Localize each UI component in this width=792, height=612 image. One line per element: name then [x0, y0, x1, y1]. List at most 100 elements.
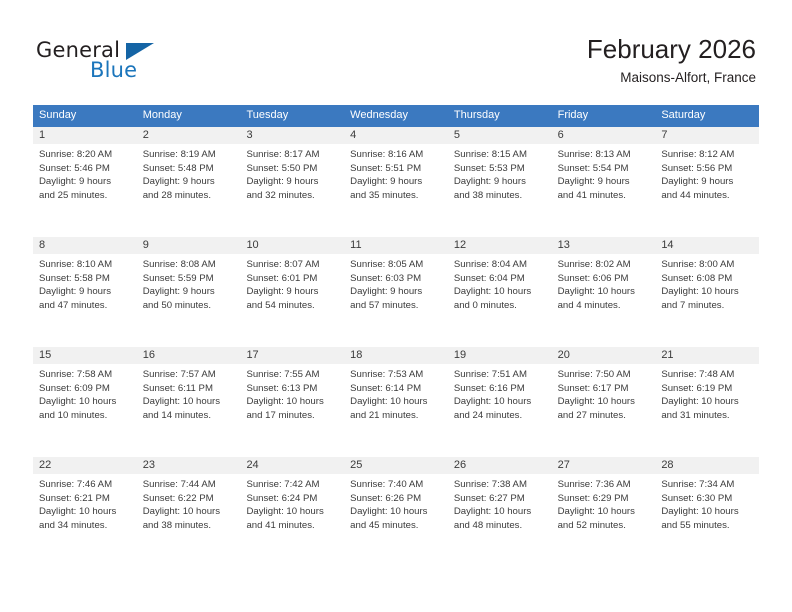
day-cell[interactable]: 10 Sunrise: 8:07 AM Sunset: 6:01 PM Dayligh…	[240, 237, 345, 347]
day-number: 16	[136, 347, 241, 364]
day-cell[interactable]: 17 Sunrise: 7:55 AM Sunset: 6:13 PM Dayligh…	[240, 347, 345, 457]
sunset-text: Sunset: 5:53 PM	[453, 162, 525, 174]
week-row: 8 Sunrise: 8:10 AM Sunset: 5:58 PM Daylight…	[33, 236, 760, 347]
day-cell[interactable]: 4 Sunrise: 8:16 AM Sunset: 5:51 PM Daylight…	[344, 127, 448, 237]
daylight-text-line1: Daylight: 9 hours	[350, 286, 423, 298]
day-cell[interactable]: 25 Sunrise: 7:40 AM Sunset: 6:26 PM Dayligh…	[344, 457, 448, 567]
daylight-text-line2: and 52 minutes.	[557, 519, 626, 531]
day-number: 12	[447, 237, 552, 254]
day-details: Sunrise: 8:02 AM Sunset: 6:06 PM Daylight:…	[552, 254, 656, 312]
day-cell[interactable]: 16 Sunrise: 7:57 AM Sunset: 6:11 PM Dayligh…	[136, 347, 241, 457]
daylight-text-line2: and 38 minutes.	[142, 519, 211, 531]
daylight-text-line2: and 31 minutes.	[661, 409, 730, 421]
day-cell[interactable]: 1 Sunrise: 8:20 AM Sunset: 5:46 PM Daylight…	[33, 127, 137, 237]
sunrise-text: Sunrise: 7:44 AM	[142, 479, 216, 490]
day-cell[interactable]: 19 Sunrise: 7:51 AM Sunset: 6:16 PM Dayligh…	[447, 347, 552, 457]
day-cell[interactable]: 18 Sunrise: 7:53 AM Sunset: 6:14 PM Dayligh…	[344, 347, 448, 457]
sunset-text: Sunset: 6:27 PM	[453, 492, 525, 504]
daylight-text-line2: and 38 minutes.	[453, 189, 523, 201]
daylight-text-line1: Daylight: 10 hours	[557, 506, 635, 518]
sunset-text: Sunset: 5:48 PM	[142, 162, 214, 174]
day-cell[interactable]: 9 Sunrise: 8:08 AM Sunset: 5:59 PM Daylight…	[136, 237, 241, 347]
daylight-text-line1: Daylight: 9 hours	[39, 286, 111, 298]
weekday-header-friday: Friday	[557, 109, 589, 121]
day-number: 22	[33, 457, 137, 474]
sunset-text: Sunset: 6:09 PM	[39, 382, 110, 394]
day-cell[interactable]: 22 Sunrise: 7:46 AM Sunset: 6:21 PM Dayligh…	[33, 457, 137, 567]
brand-name-blue: Blue	[90, 58, 138, 82]
sunrise-text: Sunrise: 8:17 AM	[246, 149, 320, 160]
day-cell[interactable]: 24 Sunrise: 7:42 AM Sunset: 6:24 PM Dayligh…	[240, 457, 345, 567]
day-cell[interactable]: 11 Sunrise: 8:05 AM Sunset: 6:03 PM Dayligh…	[344, 237, 448, 347]
daylight-text-line2: and 17 minutes.	[246, 409, 315, 421]
daylight-text-line1: Daylight: 9 hours	[661, 176, 734, 188]
sunset-text: Sunset: 6:01 PM	[246, 272, 318, 284]
day-cell[interactable]: 21 Sunrise: 7:48 AM Sunset: 6:19 PM Dayligh…	[655, 347, 760, 457]
day-cell[interactable]: 14 Sunrise: 8:00 AM Sunset: 6:08 PM Dayligh…	[655, 237, 760, 347]
day-cell[interactable]: 8 Sunrise: 8:10 AM Sunset: 5:58 PM Daylight…	[33, 237, 137, 347]
day-number: 13	[551, 237, 656, 254]
daylight-text-line2: and 44 minutes.	[661, 189, 730, 201]
sunset-text: Sunset: 5:51 PM	[350, 162, 422, 174]
sunset-text: Sunset: 6:14 PM	[350, 382, 422, 394]
daylight-text-line1: Daylight: 9 hours	[246, 176, 319, 188]
day-cell[interactable]: 15 Sunrise: 7:58 AM Sunset: 6:09 PM Dayligh…	[33, 347, 137, 457]
day-details: Sunrise: 7:44 AM Sunset: 6:22 PM Daylight:…	[137, 474, 241, 532]
day-cell[interactable]: 20 Sunrise: 7:50 AM Sunset: 6:17 PM Dayligh…	[551, 347, 656, 457]
sunrise-text: Sunrise: 7:53 AM	[350, 369, 424, 380]
day-cell[interactable]: 23 Sunrise: 7:44 AM Sunset: 6:22 PM Dayligh…	[136, 457, 241, 567]
day-number: 20	[551, 347, 656, 364]
daylight-text-line1: Daylight: 9 hours	[350, 176, 423, 188]
day-number: 15	[33, 347, 137, 364]
day-cell[interactable]: 28 Sunrise: 7:34 AM Sunset: 6:30 PM Dayligh…	[655, 457, 760, 567]
sunrise-text: Sunrise: 7:48 AM	[661, 369, 735, 380]
daylight-text-line1: Daylight: 10 hours	[39, 396, 117, 408]
day-details: Sunrise: 8:08 AM Sunset: 5:59 PM Daylight:…	[137, 254, 241, 312]
daylight-text-line1: Daylight: 10 hours	[557, 396, 635, 408]
week-row: 22 Sunrise: 7:46 AM Sunset: 6:21 PM Dayligh…	[33, 456, 760, 567]
day-cell[interactable]: 26 Sunrise: 7:38 AM Sunset: 6:27 PM Dayligh…	[447, 457, 552, 567]
daylight-text-line2: and 50 minutes.	[142, 299, 211, 311]
daylight-text-line1: Daylight: 9 hours	[142, 176, 215, 188]
week-row: 15 Sunrise: 7:58 AM Sunset: 6:09 PM Dayligh…	[33, 346, 760, 457]
day-details: Sunrise: 7:50 AM Sunset: 6:17 PM Daylight:…	[552, 364, 656, 422]
day-cell[interactable]: 5 Sunrise: 8:15 AM Sunset: 5:53 PM Daylight…	[447, 127, 552, 237]
sunrise-text: Sunrise: 7:36 AM	[557, 479, 631, 490]
sunrise-text: Sunrise: 8:12 AM	[661, 149, 735, 160]
day-details: Sunrise: 7:40 AM Sunset: 6:26 PM Daylight:…	[344, 474, 448, 532]
sunrise-text: Sunrise: 8:07 AM	[246, 259, 320, 270]
sunset-text: Sunset: 6:17 PM	[557, 382, 629, 394]
week-row: 1 Sunrise: 8:20 AM Sunset: 5:46 PM Daylight…	[33, 126, 760, 237]
daylight-text-line1: Daylight: 10 hours	[142, 396, 221, 408]
daylight-text-line2: and 55 minutes.	[661, 519, 730, 531]
day-details: Sunrise: 8:15 AM Sunset: 5:53 PM Daylight:…	[448, 144, 552, 202]
daylight-text-line1: Daylight: 9 hours	[557, 176, 630, 188]
sunset-text: Sunset: 5:59 PM	[142, 272, 214, 284]
sunrise-text: Sunrise: 8:02 AM	[557, 259, 631, 270]
day-cell[interactable]: 3 Sunrise: 8:17 AM Sunset: 5:50 PM Daylight…	[240, 127, 345, 237]
day-cell[interactable]: 6 Sunrise: 8:13 AM Sunset: 5:54 PM Daylight…	[551, 127, 656, 237]
daylight-text-line2: and 25 minutes.	[39, 189, 108, 201]
sunset-text: Sunset: 5:50 PM	[246, 162, 318, 174]
weekday-header-tuesday: Tuesday	[246, 109, 289, 121]
sunrise-text: Sunrise: 7:58 AM	[39, 369, 113, 380]
day-number: 9	[136, 237, 241, 254]
day-cell[interactable]: 27 Sunrise: 7:36 AM Sunset: 6:29 PM Dayligh…	[551, 457, 656, 567]
day-details: Sunrise: 7:34 AM Sunset: 6:30 PM Daylight:…	[655, 474, 759, 532]
page-title: February 2026	[586, 34, 756, 64]
day-number: 14	[655, 237, 760, 254]
sunset-text: Sunset: 5:46 PM	[39, 162, 110, 174]
day-cell[interactable]: 2 Sunrise: 8:19 AM Sunset: 5:48 PM Daylight…	[136, 127, 241, 237]
day-details: Sunrise: 7:55 AM Sunset: 6:13 PM Daylight:…	[240, 364, 344, 422]
day-cell[interactable]: 13 Sunrise: 8:02 AM Sunset: 6:06 PM Dayligh…	[551, 237, 656, 347]
page-subtitle: Maisons-Alfort, France	[620, 70, 756, 85]
day-number: 21	[655, 347, 760, 364]
brand-logo[interactable]: General Blue	[36, 38, 296, 90]
day-number: 4	[344, 127, 448, 144]
day-cell[interactable]: 7 Sunrise: 8:12 AM Sunset: 5:56 PM Daylight…	[655, 127, 760, 237]
day-number: 17	[240, 347, 345, 364]
day-cell[interactable]: 12 Sunrise: 8:04 AM Sunset: 6:04 PM Dayligh…	[447, 237, 552, 347]
page-header: General Blue February 2026 Maisons-Alfor…	[0, 0, 792, 100]
daylight-text-line2: and 41 minutes.	[557, 189, 626, 201]
